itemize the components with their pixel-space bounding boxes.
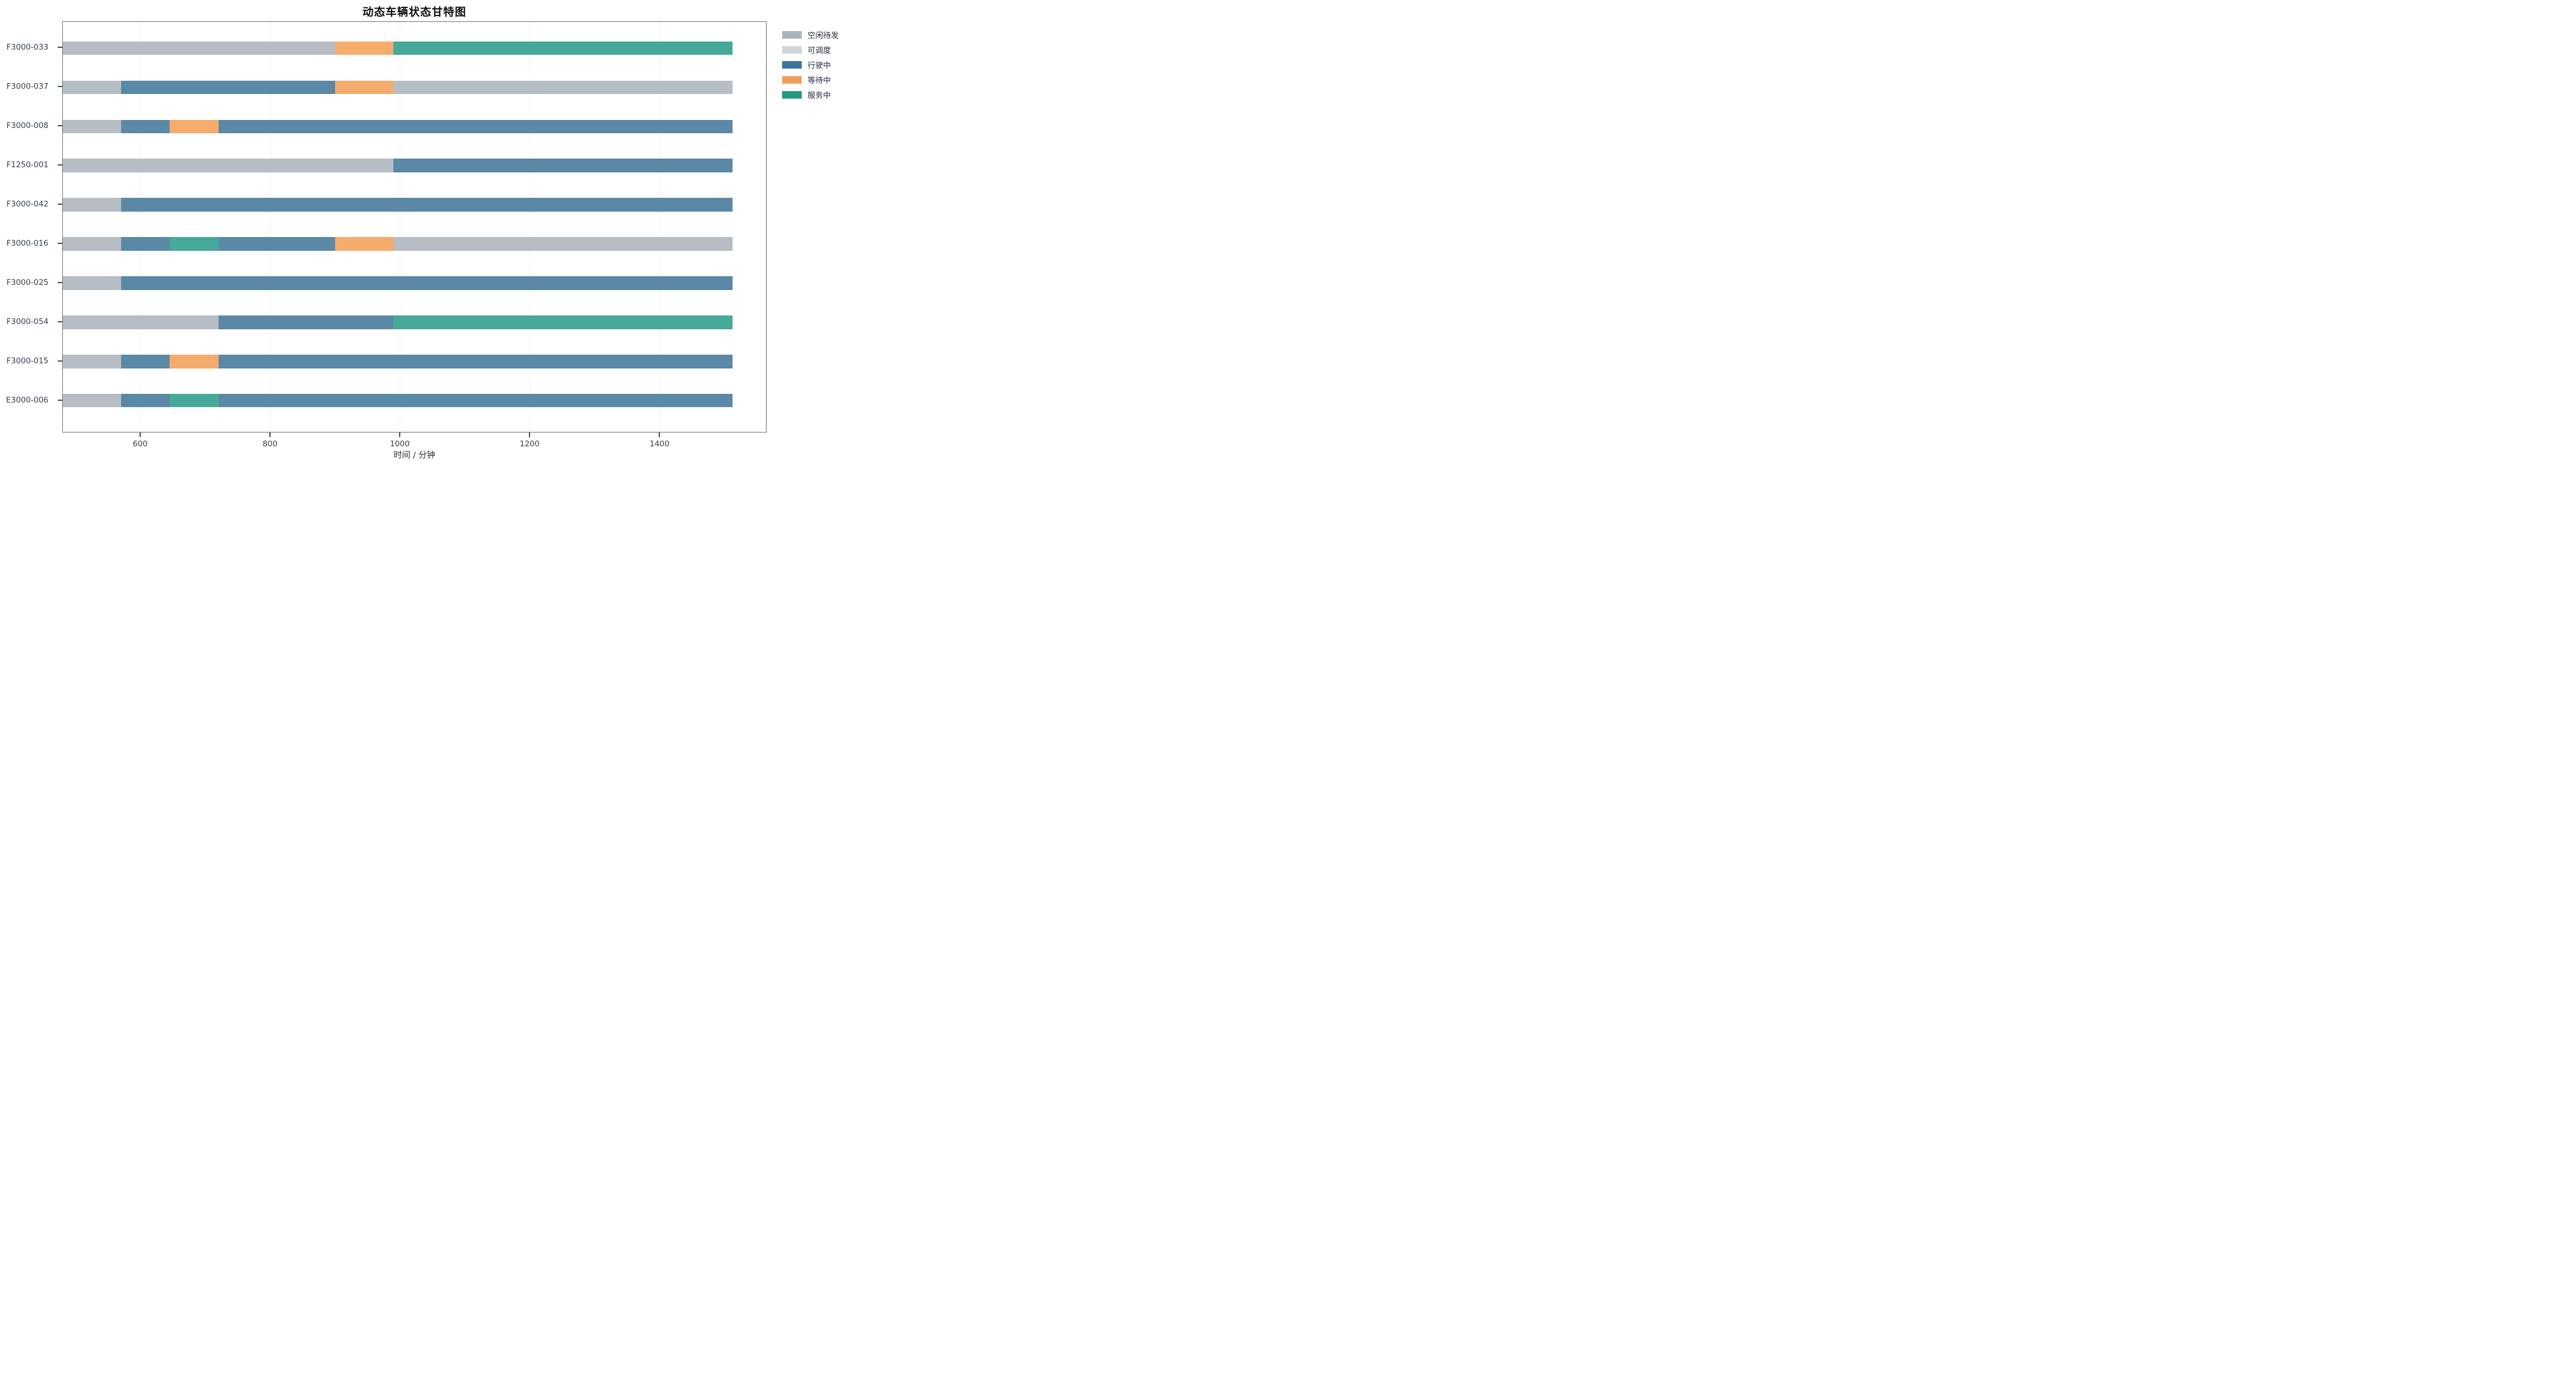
legend-label: 行驶中	[808, 61, 831, 70]
gantt-segment	[121, 355, 170, 368]
x-axis: 600 800 1000 1200 1400	[62, 432, 767, 459]
gantt-segment	[335, 80, 393, 95]
legend-label: 可调度	[808, 46, 831, 55]
gantt-segment	[63, 355, 122, 368]
gantt-segment	[393, 80, 733, 95]
x-tick	[399, 432, 401, 437]
gridline	[659, 22, 660, 432]
x-tick-label: 1400	[649, 439, 670, 449]
legend-item: 等待中	[782, 72, 858, 87]
x-tick-label: 1000	[389, 439, 410, 449]
legend-label: 空闲待发	[808, 31, 839, 40]
gantt-segment	[121, 119, 170, 133]
y-tick	[58, 321, 62, 322]
gantt-segment	[218, 119, 733, 133]
y-axis-label: F3000-015	[6, 356, 48, 366]
gantt-segment	[121, 80, 335, 95]
y-axis-label: F3000-054	[6, 317, 48, 326]
x-tick	[140, 432, 141, 437]
gantt-segment	[170, 237, 219, 251]
legend-label: 等待中	[808, 76, 831, 85]
y-tick	[58, 204, 62, 205]
gantt-segment	[63, 394, 122, 408]
y-axis-label: E3000-006	[6, 395, 48, 405]
gantt-chart-figure: 动态车辆状态甘特图 F3000-033 F3000-037 F3000-008 F12…	[0, 0, 859, 461]
y-tick	[58, 164, 62, 166]
y-axis: F3000-033 F3000-037 F3000-008 F1250-001 F300…	[0, 21, 62, 432]
y-tick	[58, 399, 62, 401]
gantt-segment	[170, 394, 219, 408]
gantt-segment	[335, 237, 393, 251]
y-axis-label: F3000-025	[6, 277, 48, 287]
gantt-segment	[218, 355, 733, 368]
y-axis-label: F3000-037	[6, 82, 48, 92]
gantt-segment	[63, 276, 122, 290]
gantt-segment	[63, 159, 393, 172]
gantt-segment	[121, 276, 733, 290]
y-axis-label: F3000-033	[6, 43, 48, 52]
legend-swatch	[782, 76, 802, 84]
gantt-segment	[393, 159, 733, 172]
y-axis-label: F3000-008	[6, 121, 48, 131]
gantt-segment	[170, 355, 219, 368]
legend-label: 服务中	[808, 91, 831, 100]
gantt-segment	[218, 237, 335, 251]
legend-swatch	[782, 61, 802, 69]
y-tick	[58, 86, 62, 88]
chart-title: 动态车辆状态甘特图	[362, 6, 467, 18]
x-tick-label: 600	[133, 439, 148, 449]
legend-item: 空闲待发	[782, 27, 858, 42]
legend-swatch	[782, 91, 802, 99]
y-axis-label: F3000-042	[6, 200, 48, 209]
plot-area	[62, 21, 767, 432]
y-tick	[58, 125, 62, 127]
y-axis-label: F3000-016	[6, 239, 48, 249]
legend: 空闲待发可调度行驶中等待中服务中	[782, 27, 858, 102]
gantt-segment	[63, 198, 122, 212]
x-tick	[269, 432, 271, 437]
x-tick	[529, 432, 531, 437]
gantt-segment	[393, 41, 733, 55]
y-tick	[58, 47, 62, 48]
x-tick	[659, 432, 660, 437]
legend-swatch	[782, 46, 802, 54]
gantt-segment	[63, 315, 219, 329]
x-axis-label: 时间 / 分钟	[393, 451, 435, 460]
legend-item: 可调度	[782, 42, 858, 57]
gantt-segment	[63, 41, 335, 55]
gantt-segment	[218, 394, 733, 408]
gantt-segment	[63, 237, 122, 251]
gantt-segment	[170, 119, 219, 133]
y-axis-label: F1250-001	[6, 160, 48, 170]
gantt-segment	[63, 80, 122, 95]
x-tick-label: 1200	[520, 439, 540, 449]
legend-item: 行驶中	[782, 57, 858, 72]
gantt-segment	[335, 41, 393, 55]
y-tick	[58, 360, 62, 362]
gantt-segment	[393, 315, 733, 329]
legend-swatch	[782, 31, 802, 39]
gantt-segment	[121, 237, 170, 251]
y-tick	[58, 243, 62, 245]
gantt-segment	[121, 198, 733, 212]
x-tick-label: 800	[262, 439, 277, 449]
gantt-segment	[393, 237, 733, 251]
gantt-segment	[63, 119, 122, 133]
gantt-segment	[121, 394, 170, 408]
legend-item: 服务中	[782, 87, 858, 102]
gantt-segment	[218, 315, 393, 329]
y-tick	[58, 281, 62, 283]
